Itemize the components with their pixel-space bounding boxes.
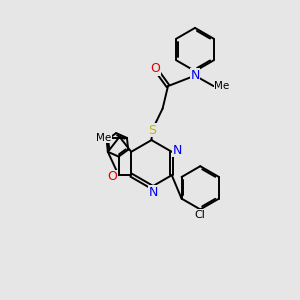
Text: Me: Me — [214, 81, 230, 91]
Text: Me: Me — [96, 133, 112, 143]
Text: N: N — [172, 144, 182, 157]
Text: Cl: Cl — [195, 210, 206, 220]
Text: N: N — [190, 69, 200, 82]
Text: S: S — [148, 124, 156, 137]
Text: O: O — [107, 170, 117, 183]
Text: N: N — [148, 186, 158, 199]
Text: O: O — [151, 62, 160, 75]
